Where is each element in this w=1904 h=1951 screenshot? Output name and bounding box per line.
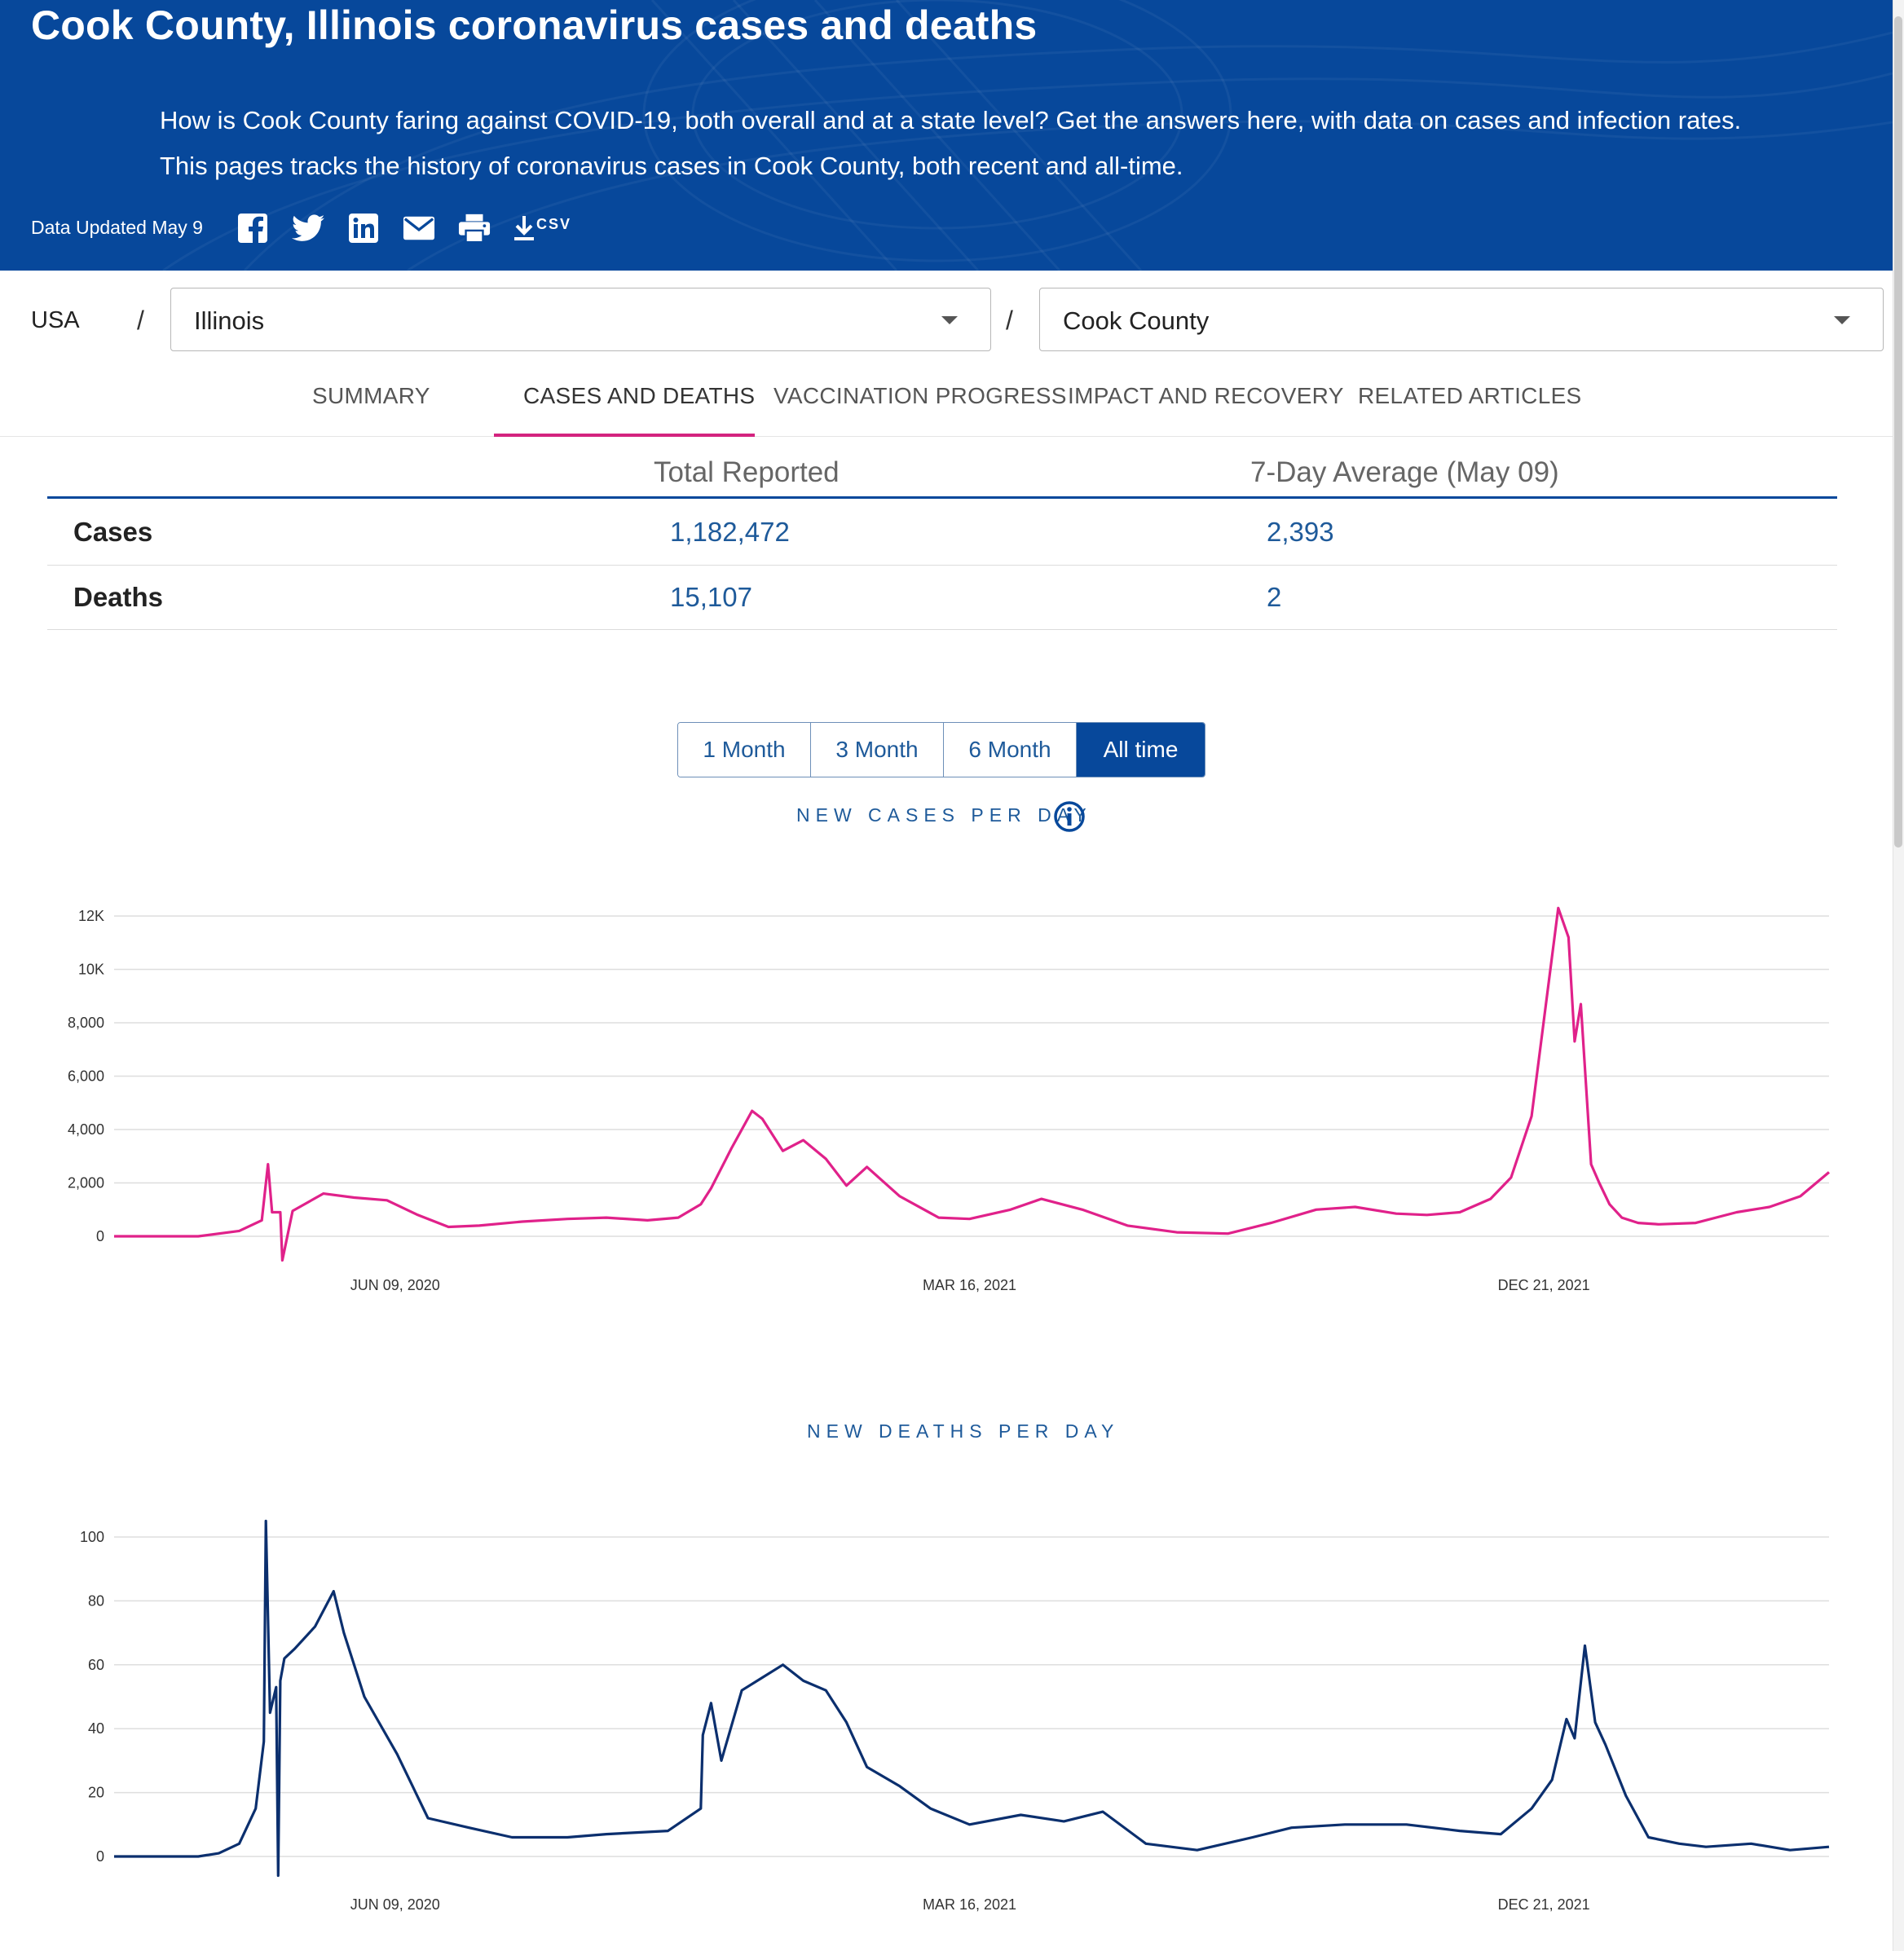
- chevron-down-icon: [941, 316, 958, 324]
- table-header-rule: [47, 496, 1837, 499]
- download-csv-button[interactable]: CSV: [513, 214, 571, 242]
- tab-cases-and-deaths[interactable]: CASES AND DEATHS: [523, 383, 756, 408]
- page-scrollbar[interactable]: [1893, 0, 1904, 1951]
- header-texture: [162, 0, 1893, 271]
- column-header-average: 7-Day Average (May 09): [1250, 456, 1559, 488]
- chevron-down-icon: [1834, 316, 1850, 324]
- deaths-x-tick-label: MAR 16, 2021: [923, 1896, 1016, 1913]
- state-select[interactable]: Illinois: [170, 288, 991, 351]
- page-description: How is Cook County faring against COVID-…: [160, 106, 1742, 180]
- linkedin-icon[interactable]: [347, 212, 380, 244]
- column-header-total: Total Reported: [654, 456, 840, 488]
- tab-vaccination-progress[interactable]: VACCINATION PROGRESS: [774, 383, 1067, 408]
- active-tab-indicator: [494, 434, 755, 437]
- tab-impact-and-recovery[interactable]: IMPACT AND RECOVERY: [1068, 383, 1344, 408]
- section-tabs: SUMMARY CASES AND DEATHS VACCINATION PRO…: [0, 359, 1893, 437]
- row-divider: [47, 629, 1837, 630]
- deaths-y-tick-label: 20: [88, 1785, 104, 1801]
- facebook-icon[interactable]: [236, 212, 269, 244]
- county-select-value: Cook County: [1063, 306, 1210, 335]
- deaths-average-value: 2: [1267, 582, 1282, 612]
- row-label-cases: Cases: [73, 517, 153, 547]
- range-3-month-button[interactable]: 3 Month: [811, 723, 944, 777]
- deaths-y-tick-label: 80: [88, 1592, 104, 1609]
- scrollbar-thumb[interactable]: [1894, 16, 1902, 848]
- page-header: Cook County, Illinois coronavirus cases …: [0, 0, 1893, 271]
- cases-average-value: 2,393: [1267, 517, 1334, 547]
- range-1-month-button[interactable]: 1 Month: [678, 723, 811, 777]
- cases-y-tick-label: 12K: [78, 908, 104, 924]
- deaths-series-line: [114, 1519, 1830, 1878]
- breadcrumb-separator: /: [137, 306, 144, 335]
- cases-y-tick-label: 2,000: [68, 1175, 104, 1191]
- tab-summary[interactable]: SUMMARY: [312, 383, 430, 408]
- cases-x-tick-label: MAR 16, 2021: [923, 1277, 1016, 1293]
- county-select[interactable]: Cook County: [1039, 288, 1884, 351]
- tab-related-articles[interactable]: RELATED ARTICLES: [1358, 383, 1582, 408]
- cases-series-line: [114, 906, 1831, 1262]
- cases-chart-title: NEW CASES PER DAY: [796, 804, 1092, 826]
- cases-y-tick-label: 0: [96, 1228, 104, 1244]
- deaths-total-value: 15,107: [670, 582, 752, 612]
- state-select-value: Illinois: [194, 306, 265, 335]
- breadcrumb-separator: /: [1006, 306, 1013, 335]
- download-icon: [514, 216, 534, 240]
- row-divider: [47, 565, 1837, 566]
- location-selector: USA / Illinois / Cook County: [0, 271, 1893, 358]
- new-deaths-chart: 0 20 40 60 80 100 JUN 09, 2020 MAR 16, 2021 DEC …: [80, 1519, 1830, 1913]
- data-updated-label: Data Updated May 9: [31, 217, 203, 238]
- page-title: Cook County, Illinois coronavirus cases …: [31, 2, 1038, 48]
- twitter-icon[interactable]: [292, 212, 324, 244]
- cases-x-tick-label: DEC 21, 2021: [1498, 1277, 1590, 1293]
- cases-y-tick-label: 8,000: [68, 1015, 104, 1031]
- cases-y-tick-label: 10K: [78, 962, 104, 978]
- new-cases-chart: 0 2,000 4,000 6,000 8,000 10K 12K JUN 09, 2020 M…: [68, 906, 1831, 1293]
- deaths-y-tick-label: 100: [80, 1529, 104, 1545]
- range-6-month-button[interactable]: 6 Month: [944, 723, 1077, 777]
- deaths-y-tick-label: 40: [88, 1720, 104, 1737]
- csv-label: CSV: [536, 216, 572, 232]
- email-icon[interactable]: [403, 212, 435, 244]
- deaths-y-tick-label: 0: [96, 1848, 104, 1865]
- cases-y-tick-label: 4,000: [68, 1121, 104, 1138]
- breadcrumb-country[interactable]: USA: [31, 307, 80, 333]
- range-all-time-button[interactable]: All time: [1077, 723, 1205, 777]
- deaths-y-tick-label: 60: [88, 1657, 104, 1673]
- cases-y-tick-label: 6,000: [68, 1068, 104, 1085]
- cases-total-value: 1,182,472: [670, 517, 790, 547]
- deaths-chart-title: NEW DEATHS PER DAY: [807, 1420, 1120, 1442]
- row-label-deaths: Deaths: [73, 582, 164, 612]
- cases-x-tick-label: JUN 09, 2020: [350, 1277, 440, 1293]
- print-icon[interactable]: [458, 212, 491, 244]
- deaths-x-tick-label: DEC 21, 2021: [1498, 1896, 1590, 1913]
- share-toolbar: CSV: [236, 212, 571, 244]
- deaths-x-tick-label: JUN 09, 2020: [350, 1896, 440, 1913]
- info-icon[interactable]: [1053, 800, 1086, 833]
- time-range-toggle: 1 Month 3 Month 6 Month All time: [677, 722, 1205, 777]
